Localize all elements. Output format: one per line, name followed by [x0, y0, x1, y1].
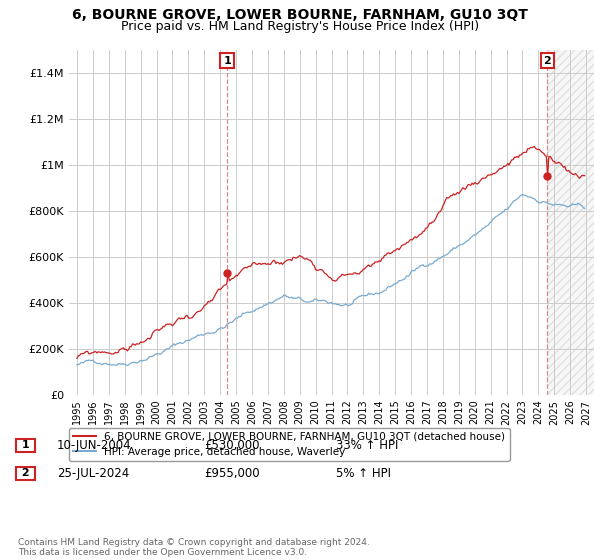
- Text: Contains HM Land Registry data © Crown copyright and database right 2024.
This d: Contains HM Land Registry data © Crown c…: [18, 538, 370, 557]
- Text: 2: 2: [18, 468, 34, 478]
- Text: 25-JUL-2024: 25-JUL-2024: [57, 466, 129, 480]
- Text: 2: 2: [544, 55, 551, 66]
- Text: 33% ↑ HPI: 33% ↑ HPI: [336, 438, 398, 452]
- Text: 10-JUN-2004: 10-JUN-2004: [57, 438, 131, 452]
- Text: £955,000: £955,000: [204, 466, 260, 480]
- Text: Price paid vs. HM Land Registry's House Price Index (HPI): Price paid vs. HM Land Registry's House …: [121, 20, 479, 32]
- Text: 6, BOURNE GROVE, LOWER BOURNE, FARNHAM, GU10 3QT: 6, BOURNE GROVE, LOWER BOURNE, FARNHAM, …: [72, 8, 528, 22]
- Text: 1: 1: [223, 55, 231, 66]
- Text: 5% ↑ HPI: 5% ↑ HPI: [336, 466, 391, 480]
- Text: 1: 1: [18, 440, 34, 450]
- Text: £530,000: £530,000: [204, 438, 260, 452]
- Legend: 6, BOURNE GROVE, LOWER BOURNE, FARNHAM, GU10 3QT (detached house), HPI: Average : 6, BOURNE GROVE, LOWER BOURNE, FARNHAM, …: [69, 428, 509, 461]
